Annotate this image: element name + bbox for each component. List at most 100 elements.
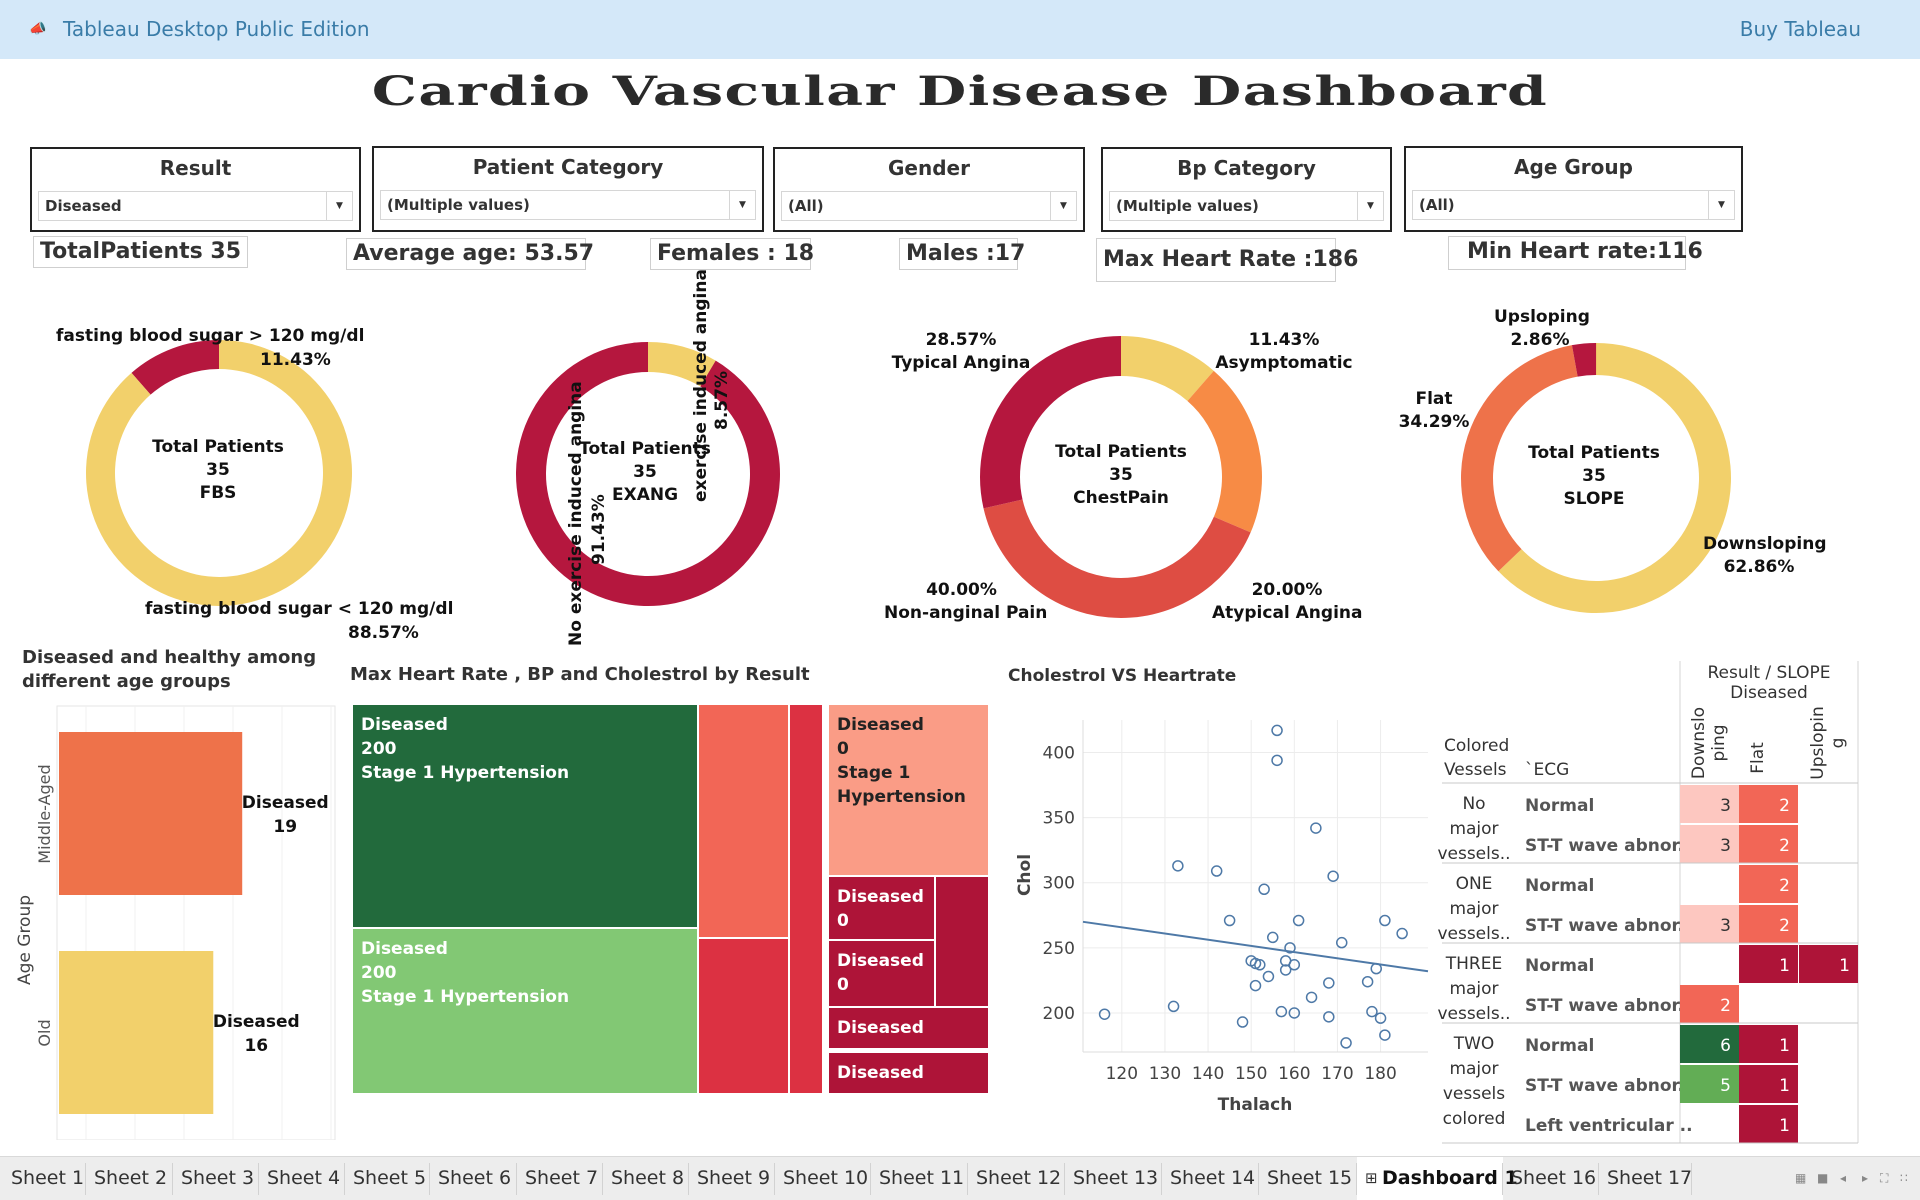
exang-slice[interactable] [648,342,716,387]
crosstab-cell[interactable] [1739,1065,1798,1103]
scatter-point[interactable] [1366,1005,1378,1018]
patient-category-dropdown[interactable]: (Multiple values) ▼ [380,190,756,220]
scatter-point[interactable] [1305,991,1318,1004]
slope-slice[interactable] [1498,343,1731,613]
treemap-cell[interactable] [829,1053,988,1093]
tab-sheet-14[interactable]: Sheet 14 [1170,1167,1256,1189]
chestpain-slice[interactable] [979,336,1121,509]
scatter-point[interactable] [1210,865,1223,877]
tab-sheet-5[interactable]: Sheet 5 [353,1167,427,1189]
scatter-point[interactable] [1336,936,1348,949]
scatter-point[interactable] [1288,959,1301,971]
crosstab-cell[interactable] [1680,985,1739,1023]
scatter-point[interactable] [1271,754,1283,767]
scatter-point[interactable] [1323,977,1335,989]
gender-dropdown[interactable]: (All) ▼ [781,191,1077,221]
tab-sheet-2[interactable]: Sheet 2 [94,1167,168,1189]
scatter-point[interactable] [1379,914,1391,927]
age-bar[interactable] [59,951,214,1114]
scatter-point[interactable] [1374,1012,1387,1024]
treemap-cell[interactable] [353,929,697,1093]
tab-sheet-4[interactable]: Sheet 4 [267,1167,341,1189]
prev-tab-icon[interactable]: ◂ [1840,1171,1847,1185]
buy-tableau-link[interactable]: Buy Tableau [1739,17,1861,41]
crosstab-cell[interactable] [1739,785,1798,823]
crosstab-cell[interactable] [1739,865,1798,903]
dropdown-arrow-icon[interactable]: ▼ [1708,191,1734,219]
scatter-point[interactable] [1310,822,1322,834]
crosstab-cell[interactable] [1680,905,1739,943]
grid-dots-icon[interactable]: ∷ [1900,1171,1908,1185]
crosstab-cell[interactable] [1680,785,1739,823]
treemap-cell[interactable] [936,877,988,1006]
tab-sheet-7[interactable]: Sheet 7 [525,1167,599,1189]
fullscreen-icon[interactable]: ⛶ [1880,1171,1889,1185]
scatter-point[interactable] [1254,959,1266,971]
crosstab-cell[interactable] [1739,1025,1798,1063]
slope-slice[interactable] [1571,343,1597,377]
treemap-cell[interactable] [353,705,697,927]
crosstab-cell[interactable] [1680,1065,1739,1103]
tab-dashboard-1[interactable]: Dashboard 1 [1382,1167,1518,1189]
scatter-point[interactable] [1262,970,1275,983]
crosstab-cell[interactable] [1680,825,1739,863]
tab-sheet-8[interactable]: Sheet 8 [611,1167,685,1189]
tab-sheet-1[interactable]: Sheet 1 [11,1167,85,1189]
chestpain-slice[interactable] [983,499,1251,618]
tab-sheet-12[interactable]: Sheet 12 [976,1167,1062,1189]
scatter-point[interactable] [1098,1008,1111,1020]
fbs-slice[interactable] [131,340,219,395]
bp-category-dropdown[interactable]: (Multiple values) ▼ [1109,191,1384,221]
scatter-point[interactable] [1271,724,1283,737]
scatter-point[interactable] [1327,870,1339,882]
age-group-dropdown[interactable]: (All) ▼ [1412,190,1735,220]
tab-sheet-6[interactable]: Sheet 6 [438,1167,512,1189]
scatter-point[interactable] [1172,860,1184,872]
treemap-cell[interactable] [699,939,788,1093]
scatter-point[interactable] [1223,914,1236,927]
megaphone-icon[interactable]: 📣 [29,21,47,37]
scatter-point[interactable] [1379,1029,1391,1041]
result-filter-dropdown[interactable]: Diseased ▼ [38,191,353,221]
scatter-point[interactable] [1249,979,1262,992]
tab-sheet-3[interactable]: Sheet 3 [181,1167,255,1189]
tab-sheet-9[interactable]: Sheet 9 [697,1167,771,1189]
treemap-cell[interactable] [829,705,988,875]
scatter-point[interactable] [1167,1000,1180,1013]
scatter-point[interactable] [1340,1037,1352,1049]
tab-sheet-16[interactable]: Sheet 16 [1511,1167,1597,1189]
scatter-point[interactable] [1323,1011,1335,1023]
crosstab-cell[interactable] [1739,945,1798,983]
crosstab-cell[interactable] [1799,945,1858,983]
scatter-point[interactable] [1267,931,1279,944]
crosstab-cell[interactable] [1739,905,1798,943]
treemap-cell[interactable] [699,705,788,937]
tab-sheet-10[interactable]: Sheet 10 [783,1167,869,1189]
chestpain-slice[interactable] [1187,370,1262,533]
view-single-icon[interactable]: ■ [1817,1171,1829,1185]
crosstab-cell[interactable] [1739,825,1798,863]
scatter-point[interactable] [1275,1005,1288,1018]
scatter-point[interactable] [1236,1016,1249,1028]
scatter-point[interactable] [1258,883,1270,896]
treemap-cell[interactable] [829,877,934,939]
scatter-point[interactable] [1361,975,1374,988]
scatter-point[interactable] [1370,962,1382,975]
treemap-cell[interactable] [829,941,934,1006]
tab-sheet-17[interactable]: Sheet 17 [1607,1167,1693,1189]
crosstab-cell[interactable] [1680,1025,1739,1063]
view-grid-icon[interactable]: ▦ [1795,1171,1807,1185]
next-tab-icon[interactable]: ▸ [1862,1171,1869,1185]
tab-sheet-13[interactable]: Sheet 13 [1073,1167,1159,1189]
scatter-point[interactable] [1284,942,1296,954]
dropdown-arrow-icon[interactable]: ▼ [1050,192,1076,220]
treemap-cell[interactable] [790,705,822,1093]
age-bar[interactable] [59,732,243,895]
scatter-point[interactable] [1288,1007,1301,1019]
slope-slice[interactable] [1460,345,1578,572]
tab-sheet-15[interactable]: Sheet 15 [1267,1167,1353,1189]
tab-sheet-11[interactable]: Sheet 11 [879,1167,965,1189]
scatter-point[interactable] [1292,914,1305,927]
dropdown-arrow-icon[interactable]: ▼ [326,192,352,220]
chestpain-slice[interactable] [1121,336,1214,401]
